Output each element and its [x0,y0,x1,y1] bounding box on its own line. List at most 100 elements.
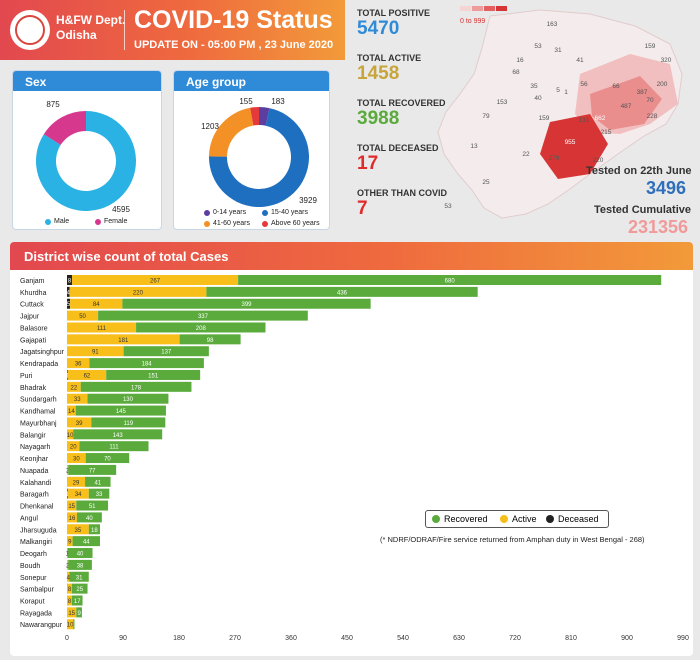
map-district-label: 215 [601,129,612,136]
bar-value-label: 9 [77,611,81,617]
bar-value-label: 111 [97,326,107,332]
age-value-label: 3929 [299,196,317,205]
bar-active [67,595,72,606]
district-label: Jajpur [20,314,40,321]
bar-deceased [67,275,72,285]
bar-recovered [73,619,75,630]
bar-active [67,453,86,464]
map-district-label: 228 [647,113,658,120]
legend-age-41-60: 41-60 years [204,220,250,227]
x-tick-label: 630 [453,635,465,642]
bar-recovered [88,488,110,499]
bar-value-label: 145 [116,409,127,415]
age-value-label: 183 [271,97,285,106]
bar-active [67,559,69,570]
other-than-covid-value: 7 [357,198,368,219]
bar-value-label: 130 [123,397,134,403]
bar-recovered [122,298,371,309]
map-scale-label: 0 to 999 [460,18,486,25]
map-district-label: 35 [530,83,538,90]
bar-value-label: 17 [74,599,81,605]
map-district-label: 1 [564,89,568,96]
bar-value-label: 14 [68,409,75,415]
sex-slice-female [43,111,86,145]
bar-value-label: 20 [70,445,77,451]
age-panel-title: Age group [174,71,329,91]
district-label: Nuapada [20,468,49,475]
bar-value-label: 29 [73,480,80,486]
bar-active [67,512,77,523]
map-district-label: 79 [482,113,490,120]
bar-active [67,393,88,404]
bar-value-label: 18 [91,528,98,534]
district-label: Deogarh [20,551,47,558]
bar-recovered [89,358,204,369]
district-label: Bhadrak [20,385,47,392]
map-scale-swatch [484,6,495,11]
map-district-label: 70 [646,97,654,104]
total-active-value: 1458 [357,63,400,84]
bar-recovered [87,393,169,404]
district-label: Kendrapada [20,361,58,368]
bar-value-label: 16 [69,516,76,522]
bar-recovered [80,381,192,392]
district-label: Mayurbhanj [20,420,57,427]
bar-value-label: 22 [71,385,78,391]
district-label: Kalahandi [20,480,52,487]
bar-value-label: 40 [77,552,84,558]
bar-value-label: 15 [68,611,75,617]
district-label: Koraput [20,598,45,605]
map-district-label: 13 [470,143,478,150]
district-label: Sonepur [20,575,47,582]
district-label: Gajapati [20,337,47,344]
district-label: Malkangiri [20,539,52,546]
bar-value-label: 40 [86,516,93,522]
bar-value-label: 220 [133,290,144,296]
bar-value-label: 4 [67,575,71,581]
bar-active [67,429,74,440]
other-than-covid-label: OTHER THAN COVID [357,188,447,198]
age-value-label: 155 [239,97,253,106]
map-scale-swatch [472,6,483,11]
bar-value-label: 399 [242,302,253,308]
bar-active [67,358,90,369]
header-banner: H&FW Dept. Odisha COVID-19 Status UPDATE… [0,0,345,60]
map-district-label: 159 [645,43,656,50]
district-label: Balangir [20,432,46,439]
bar-active [67,571,70,582]
map-district-label: 22 [522,151,530,158]
bar-active [67,405,76,416]
map-district-label: 320 [661,57,672,64]
map-scale-swatch [460,6,471,11]
sex-panel-title: Sex [13,71,161,91]
sex-panel: Sex 4595 875 Male Female [12,70,162,230]
district-chart-title: District wise count of total Cases [10,242,693,270]
x-tick-label: 360 [285,635,297,642]
bar-active [67,583,72,594]
bar-recovered [75,405,166,416]
bar-active [67,346,124,357]
total-positive-value: 5470 [357,18,400,39]
bar-value-label: 36 [75,362,82,368]
legend-female: Female [95,218,127,225]
bar-value-label: 111 [109,445,119,451]
map-district-label: 5 [556,87,560,94]
bar-active [67,441,80,452]
bar-value-label: 267 [150,279,161,285]
legend-deceased: Deceased [546,514,599,524]
bar-active [67,464,69,475]
age-slice-0-14-years [259,107,270,126]
district-label: Baragarh [20,492,49,499]
dept-line2: Odisha [56,28,97,42]
age-slice-15-40-years [209,108,309,207]
bar-value-label: 33 [74,397,81,403]
bar-value-label: 181 [118,338,129,344]
odisha-district-map: 163 53 31 159 320 16 41 66 387 200 68 35 56 5 1 153 40 48… [437,6,683,219]
bar-value-label: 91 [92,350,99,356]
bar-value-label: 33 [96,492,103,498]
bar-deceased [67,369,68,380]
bar-value-label: 30 [73,457,80,463]
bar-recovered [71,595,83,606]
map-district-label: 25 [482,179,490,186]
